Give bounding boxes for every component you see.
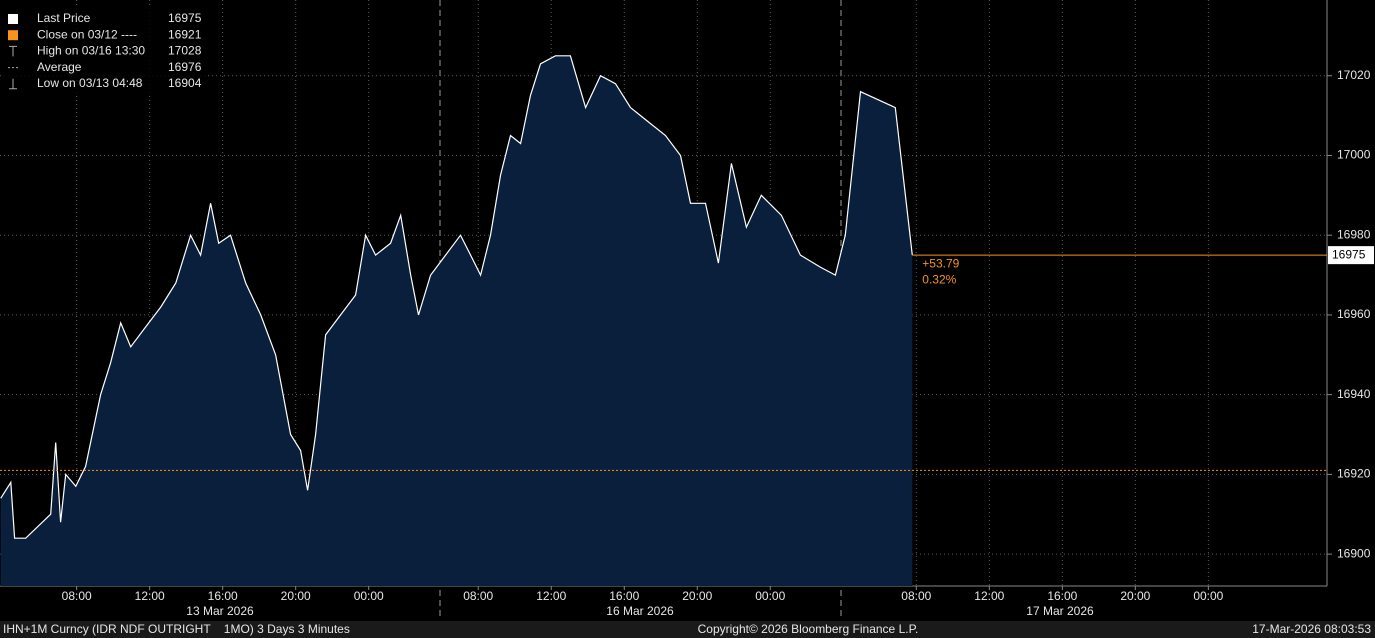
legend-value: 16975 [168, 11, 202, 25]
y-tick-label: 17000 [1337, 148, 1371, 162]
date-label: 17 Mar 2026 [1026, 604, 1094, 618]
legend-value: 16976 [168, 60, 202, 74]
x-tick-label: 08:00 [62, 589, 92, 603]
price-line [0, 55, 913, 539]
footer-right: 17-Mar-2026 08:03:53 [1252, 622, 1371, 636]
y-tick-label: 16920 [1337, 467, 1371, 481]
legend-box [3, 7, 208, 93]
legend-value: 16904 [168, 76, 202, 90]
last-price-box [1328, 246, 1374, 265]
x-tick-label: 00:00 [755, 589, 785, 603]
x-tick-label: 16:00 [1047, 589, 1077, 603]
footer-bar [0, 621, 1375, 638]
x-tick-label: 00:00 [354, 589, 384, 603]
legend-label: Close on 03/12 ---- [37, 27, 137, 41]
legend-icon [9, 45, 17, 57]
legend-icon [8, 30, 18, 41]
last-price-label: 16975 [1332, 247, 1366, 261]
legend-value: 17028 [168, 44, 202, 58]
x-tick-label: 16:00 [208, 589, 238, 603]
x-tick-label: 16:00 [609, 589, 639, 603]
x-tick-label: 12:00 [536, 589, 566, 603]
legend-value: 16921 [168, 27, 202, 41]
x-tick-label: 20:00 [281, 589, 311, 603]
y-tick-label: 16960 [1337, 307, 1371, 321]
x-tick-label: 00:00 [1193, 589, 1223, 603]
x-tick-label: 08:00 [901, 589, 931, 603]
y-tick-label: 16980 [1337, 227, 1371, 241]
footer-left: IHN+1M Curncy (IDR NDF OUTRIGHT 1MO) 3 D… [3, 622, 350, 636]
y-tick-label: 17020 [1337, 68, 1371, 82]
y-tick-label: 16940 [1337, 387, 1371, 401]
x-tick-label: 12:00 [135, 589, 165, 603]
footer-center: Copyright© 2026 Bloomberg Finance L.P. [698, 622, 919, 636]
legend-label: Low on 03/13 04:48 [37, 76, 143, 90]
date-label: 16 Mar 2026 [606, 604, 674, 618]
x-tick-label: 20:00 [682, 589, 712, 603]
change-pct-label: 0.32% [922, 272, 956, 286]
y-tick-label: 16900 [1337, 546, 1371, 560]
area-fill [0, 55, 913, 587]
x-tick-label: 12:00 [974, 589, 1004, 603]
legend-label: High on 03/16 13:30 [37, 44, 145, 58]
date-label: 13 Mar 2026 [186, 604, 254, 618]
legend-label: Last Price [37, 11, 91, 25]
change-label: +53.79 [922, 256, 959, 270]
legend-icon [8, 14, 18, 24]
legend-icon [9, 78, 17, 90]
x-tick-label: 20:00 [1120, 589, 1150, 603]
x-tick-label: 08:00 [463, 589, 493, 603]
legend-label: Average [37, 60, 82, 74]
